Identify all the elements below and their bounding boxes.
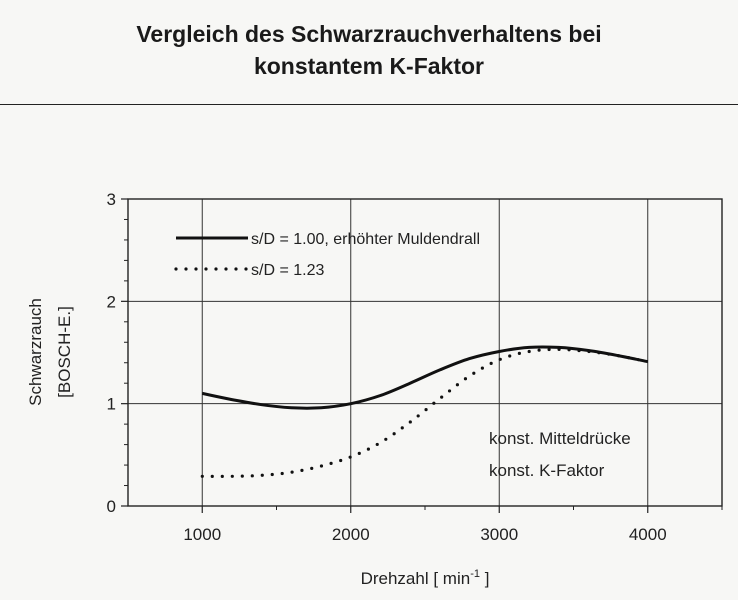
chart-title-line1: Vergleich des Schwarzrauchverhaltens bei: [136, 21, 602, 47]
x-tick-label: 2000: [332, 525, 370, 544]
chart-title: Vergleich des Schwarzrauchverhaltens bei…: [0, 18, 738, 82]
x-axis-label: Drehzahl [ min-1 ]: [361, 568, 490, 588]
y-tick-label: 2: [107, 292, 116, 311]
y-axis-label-line1: Schwarzrauch: [26, 298, 45, 406]
chart-title-line2: konstantem K-Faktor: [253, 53, 485, 79]
x-tick-label: 4000: [629, 525, 667, 544]
series-line-2: [200, 347, 650, 478]
y-tick-label: 0: [107, 497, 116, 516]
legend-label-1: s/D = 1.00, erhöhter Muldendrall: [251, 231, 480, 248]
x-axis-label-close: ]: [480, 569, 489, 588]
series-line-1: [201, 345, 649, 410]
x-tick-label: 3000: [480, 525, 518, 544]
x-tick-label: 1000: [183, 525, 221, 544]
title-divider: [0, 104, 738, 105]
legend-label-2: s/D = 1.23: [251, 262, 324, 279]
axis-ticks: 1000 2000 3000 4000 0 1 2 3: [107, 190, 723, 544]
y-axis-label-line2: [BOSCH-E.]: [55, 306, 74, 398]
annotation-kfaktor: konst. K-Faktor: [489, 461, 605, 480]
x-axis-label-main: Drehzahl [ min: [361, 569, 471, 588]
legend: s/D = 1.00, erhöhter Muldendrall s/D = 1.…: [174, 231, 480, 279]
y-tick-label: 3: [107, 190, 116, 209]
series-group: [200, 345, 650, 478]
x-axis-label-sup: -1: [470, 568, 480, 580]
annotation-mitteldruecke: konst. Mitteldrücke: [489, 429, 631, 448]
y-tick-label: 1: [107, 395, 116, 414]
